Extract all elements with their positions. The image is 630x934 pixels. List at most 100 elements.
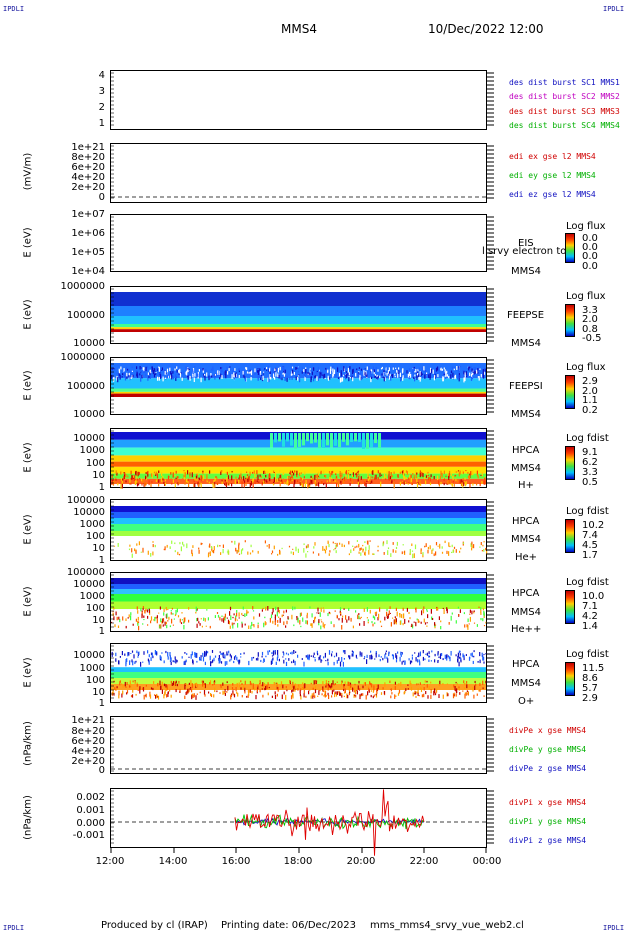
spectrogram-cell (145, 366, 147, 372)
spectrogram-cell (260, 685, 262, 687)
spectrogram-cell (358, 433, 361, 443)
spectrogram-cell (156, 368, 158, 372)
spectrogram-cell (236, 619, 238, 621)
spectrogram-cell (361, 652, 363, 657)
spectrogram-cell (345, 476, 347, 481)
spectrogram-cell (403, 613, 405, 619)
spectrogram-cell (217, 544, 219, 548)
spectrogram-cell (288, 479, 290, 482)
spectrogram-cell (118, 683, 121, 685)
spectrogram-cell (292, 548, 294, 550)
spectrogram-cell (118, 690, 120, 694)
spectrogram-cell (299, 612, 301, 617)
spectrogram-cell (450, 374, 452, 379)
spectrogram-cell (179, 691, 181, 693)
spectrogram-cell (301, 658, 303, 660)
spectrogram-cell (367, 478, 369, 481)
spectrogram-cell (336, 659, 338, 664)
spectrogram-cell (407, 373, 409, 378)
spectrogram-cell (362, 693, 364, 696)
spectrogram-cell (201, 625, 203, 628)
spectrogram-cell (237, 623, 239, 628)
spectrogram-cell (462, 483, 464, 488)
spectrogram-cell (437, 475, 439, 481)
spectrogram-cell (465, 481, 467, 485)
colorbar-value: 2.9 (582, 693, 598, 704)
spectrogram-cell (421, 376, 423, 379)
ytick-label: 100000 (66, 495, 105, 506)
spectrogram-cell (142, 623, 144, 625)
spectrogram-cell (331, 690, 333, 695)
spectrogram-cell (223, 656, 225, 659)
spectrogram-cell (213, 374, 215, 378)
spectrogram-cell (399, 471, 401, 475)
spectrogram-cell (416, 375, 418, 380)
spectrogram-cell (251, 621, 253, 627)
spectrogram-cell (203, 690, 206, 695)
spectrogram-cell (446, 608, 448, 614)
spectrogram-cell (454, 686, 456, 691)
spectrogram-cell (444, 374, 446, 378)
spectrogram-cell (124, 653, 126, 656)
spectrogram-cell (321, 693, 323, 696)
spectrogram-cell (121, 683, 123, 686)
spectrogram-cell (376, 688, 378, 693)
spectrogram-cell (324, 652, 326, 658)
spectrogram-cell (313, 652, 315, 656)
spectrogram-cell (352, 545, 354, 548)
spectrogram-cell (333, 683, 335, 686)
spectrogram-cell (152, 551, 154, 556)
spectrogram-cell (206, 479, 209, 481)
spectrogram-cell (169, 367, 171, 372)
instrument-sc-hpca-o: MMS4 (511, 678, 541, 689)
spectrogram-cell (172, 612, 174, 615)
spectrogram-cell (322, 607, 324, 609)
spectrogram-cell (142, 606, 144, 609)
spectrogram-cell (297, 480, 299, 483)
spectrogram-cell (459, 692, 461, 695)
spectrogram-cell (117, 543, 119, 547)
spectrogram-cell (388, 651, 390, 654)
spectrogram-cell (203, 475, 205, 479)
spectrogram-cell (188, 690, 190, 693)
ytick-label: 100 (85, 603, 105, 614)
spectrogram-cell (325, 695, 327, 697)
spectrogram-cell (316, 612, 318, 614)
spectrogram-cell (130, 683, 132, 688)
spectrogram-cell (234, 479, 236, 485)
spectrogram-cell (436, 607, 438, 611)
spectrogram-cell (356, 690, 358, 692)
spectrogram-cell (458, 657, 460, 659)
spectrogram-cell (483, 656, 485, 661)
spectrogram-cell (252, 479, 254, 483)
spectrogram-cell (218, 655, 220, 660)
spectrogram-cell (389, 373, 391, 377)
spectrogram-cell (324, 624, 326, 626)
legend-burst-mms2: des dist burst SC2 MMS2 (509, 92, 620, 101)
spectrogram-cell (298, 684, 300, 689)
spectrogram-cell (192, 660, 194, 665)
spectrogram-cell (364, 479, 366, 482)
spectrogram-cell (446, 683, 448, 685)
spectrogram-cell (151, 473, 153, 479)
spectrogram-cell (257, 657, 259, 661)
spectrogram-cell (480, 618, 482, 621)
spectrogram-cell (359, 617, 361, 620)
spectrogram-cell (352, 651, 354, 653)
spectrogram-cell (225, 370, 227, 374)
spectrogram-cell (113, 616, 115, 621)
spectrogram-cell (179, 542, 181, 545)
spectrogram-cell (244, 690, 246, 694)
spectrogram-cell (211, 483, 213, 485)
spectrogram-cell (223, 371, 225, 377)
spectrogram-cell (464, 693, 466, 699)
spectrogram-cell (411, 654, 413, 657)
spectrogram-cell (411, 623, 413, 628)
spectrogram-cell (264, 687, 266, 691)
spectrogram-cell (165, 606, 167, 611)
spectrogram-cell (202, 470, 204, 473)
spectrogram-cell (348, 608, 350, 611)
spectrogram-cell (387, 547, 390, 550)
spectrogram-cell (329, 685, 331, 688)
spectrogram-cell (465, 692, 467, 696)
